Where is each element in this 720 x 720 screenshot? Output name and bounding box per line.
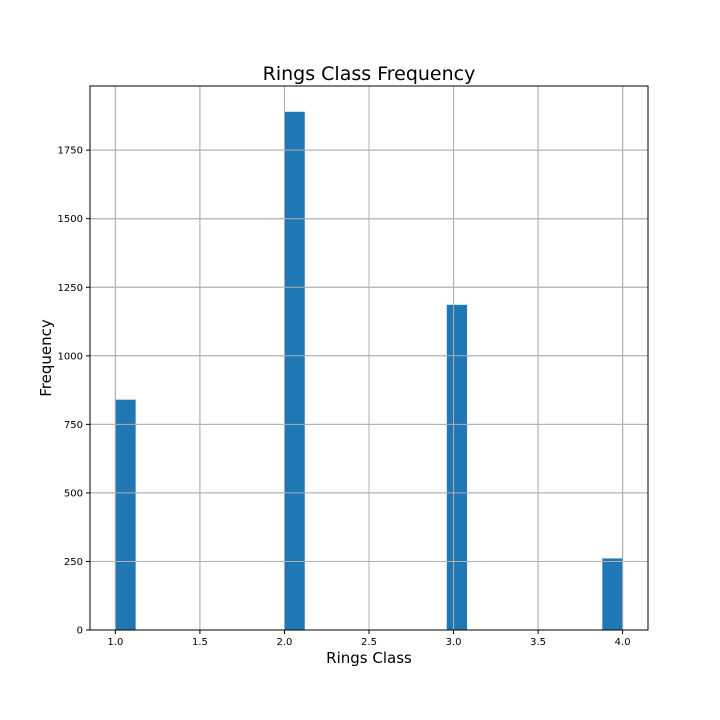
y-tick-label: 1750 bbox=[58, 146, 83, 157]
grid-lines-overlay bbox=[90, 86, 648, 631]
y-tick-label: 1500 bbox=[58, 214, 83, 225]
y-tick-label: 1250 bbox=[58, 283, 83, 294]
x-tick-label: 3.0 bbox=[446, 637, 462, 648]
bars-group bbox=[115, 111, 623, 631]
x-axis-label: Rings Class bbox=[326, 649, 412, 667]
y-tick-label: 0 bbox=[77, 626, 83, 637]
bar bbox=[284, 111, 305, 631]
y-tick-label: 250 bbox=[64, 557, 83, 568]
y-tick-label: 1000 bbox=[58, 351, 83, 362]
y-tick-label: 750 bbox=[64, 420, 83, 431]
chart-title: Rings Class Frequency bbox=[263, 63, 476, 85]
x-tick-label: 1.0 bbox=[107, 637, 123, 648]
y-axis-ticks: 0 250 500 750 1000 1250 1500 1750 bbox=[58, 146, 90, 637]
bar bbox=[115, 399, 136, 630]
bar bbox=[446, 304, 468, 630]
x-axis-ticks: 1.0 1.5 2.0 2.5 3.0 3.5 4.0 bbox=[107, 630, 631, 648]
x-tick-label: 3.5 bbox=[530, 637, 546, 648]
bar bbox=[602, 558, 623, 630]
x-tick-label: 2.5 bbox=[361, 637, 377, 648]
x-tick-label: 1.5 bbox=[192, 637, 208, 648]
y-axis-label: Frequency bbox=[37, 319, 55, 397]
x-tick-label: 2.0 bbox=[277, 637, 293, 648]
x-tick-label: 4.0 bbox=[615, 637, 631, 648]
y-tick-label: 500 bbox=[64, 488, 83, 499]
